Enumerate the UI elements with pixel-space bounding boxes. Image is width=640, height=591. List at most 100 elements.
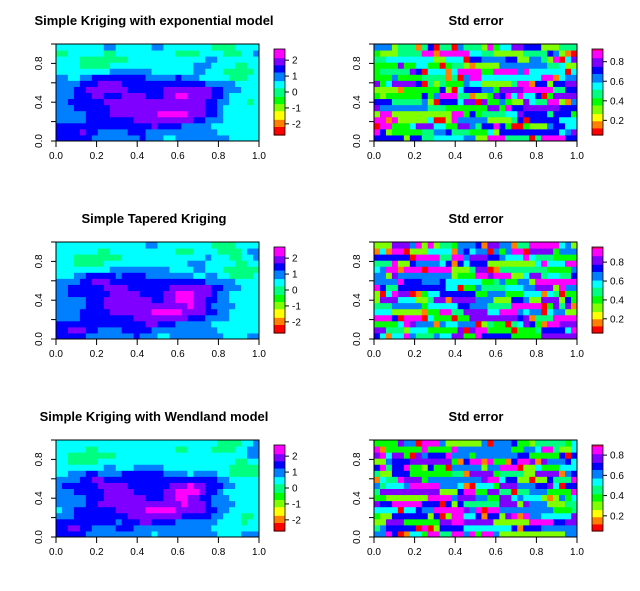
heatmap-cell (151, 80, 158, 87)
heatmap-cell (181, 446, 188, 453)
legend-segment (274, 281, 285, 284)
legend-segment (592, 525, 603, 528)
heatmap-cell (241, 308, 248, 316)
heatmap-cell (139, 242, 147, 249)
heatmap-cell (433, 284, 441, 291)
heatmap-cell (157, 314, 164, 322)
heatmap-cell (193, 488, 200, 496)
heatmap-cell (529, 530, 536, 538)
heatmap-cell (145, 116, 153, 124)
heatmap-cell (103, 530, 111, 538)
heatmap-cell (487, 122, 494, 130)
heatmap-cell (241, 68, 248, 75)
heatmap-cell (145, 452, 153, 459)
heatmap-cell (109, 524, 117, 532)
legend-segment (274, 499, 285, 502)
heatmap-cell (73, 464, 81, 471)
heatmap-cell (457, 518, 465, 526)
heatmap-cell (439, 518, 447, 526)
x-tick-label: 0.0 (49, 151, 63, 162)
heatmap-cell (505, 44, 512, 51)
heatmap-cell (133, 440, 141, 447)
x-tick-label: 0.6 (489, 151, 503, 162)
heatmap-cell (97, 266, 105, 273)
heatmap-cell (91, 458, 99, 465)
heatmap-cell (223, 452, 230, 459)
y-tick-label: 0.0 (34, 134, 45, 148)
heatmap-cell (205, 488, 212, 496)
legend-segment (592, 51, 603, 54)
heatmap-cell (517, 80, 524, 87)
heatmap-cell (229, 326, 236, 334)
heatmap-cell (379, 110, 387, 118)
heatmap-cell (559, 266, 566, 273)
heatmap-cell (181, 290, 188, 298)
heatmap-cell (529, 266, 536, 273)
heatmap-cell (559, 134, 566, 142)
heatmap-cell (169, 506, 176, 514)
heatmap-cell (571, 134, 578, 142)
heatmap-cell (409, 332, 417, 340)
heatmap-cell (409, 326, 417, 334)
heatmap-cell (235, 248, 242, 255)
heatmap-cell (547, 68, 554, 75)
heatmap-cell (73, 296, 81, 304)
heatmap-cell (451, 530, 459, 538)
heatmap-cell (163, 488, 170, 496)
heatmap-cell (523, 92, 530, 100)
heatmap-cell (517, 524, 524, 532)
heatmap-cell (91, 248, 99, 255)
legend-segment (274, 330, 285, 333)
heatmap-cell (397, 74, 405, 81)
heatmap-cell (223, 488, 230, 496)
heatmap-cell (211, 308, 218, 316)
heatmap-cell (109, 86, 117, 93)
heatmap-cell (199, 266, 206, 273)
heatmap-cell (403, 332, 411, 340)
heatmap-cell (247, 80, 254, 87)
heatmap-cell (241, 92, 248, 100)
heatmap-cell (433, 260, 441, 267)
heatmap-cell (157, 278, 164, 285)
heatmap-cell (145, 86, 153, 93)
heatmap-cell (547, 314, 554, 322)
plot-frame (373, 439, 578, 538)
heatmap-cell (253, 272, 260, 279)
heatmap-cell (235, 260, 242, 267)
heatmap-cell (187, 488, 194, 496)
legend-tick-label: -2 (292, 317, 301, 328)
heatmap-cell (115, 80, 123, 87)
heatmap-cell (79, 518, 87, 526)
heatmap-cell (445, 518, 453, 526)
heatmap-cell (499, 242, 506, 249)
heatmap-cell (223, 530, 230, 538)
legend-segment (592, 130, 603, 133)
heatmap-cell (475, 440, 482, 447)
heatmap-cell (374, 128, 381, 136)
legend-segment (274, 512, 285, 515)
heatmap-cell (493, 278, 500, 285)
legend-segment (274, 513, 285, 516)
heatmap-cell (439, 458, 447, 465)
heatmap-cell (247, 254, 254, 261)
heatmap-cell (151, 266, 158, 273)
heatmap-cell (433, 242, 441, 249)
heatmap-cell (157, 50, 164, 57)
heatmap-cell (67, 260, 75, 267)
heatmap-cell (523, 122, 530, 130)
heatmap-cell (451, 518, 459, 526)
heatmap-cell (211, 74, 218, 81)
heatmap-cell (547, 524, 554, 532)
heatmap-cell (374, 476, 381, 483)
legend-segment (592, 112, 603, 115)
heatmap-cell (433, 500, 441, 508)
heatmap-cell (397, 92, 405, 100)
heatmap-cell (175, 476, 182, 483)
legend-segment (274, 86, 285, 89)
heatmap-cell (91, 272, 99, 279)
heatmap-cell (571, 128, 578, 136)
heatmap-cell (469, 128, 476, 136)
heatmap-cell (457, 446, 465, 453)
heatmap-cell (457, 494, 465, 502)
